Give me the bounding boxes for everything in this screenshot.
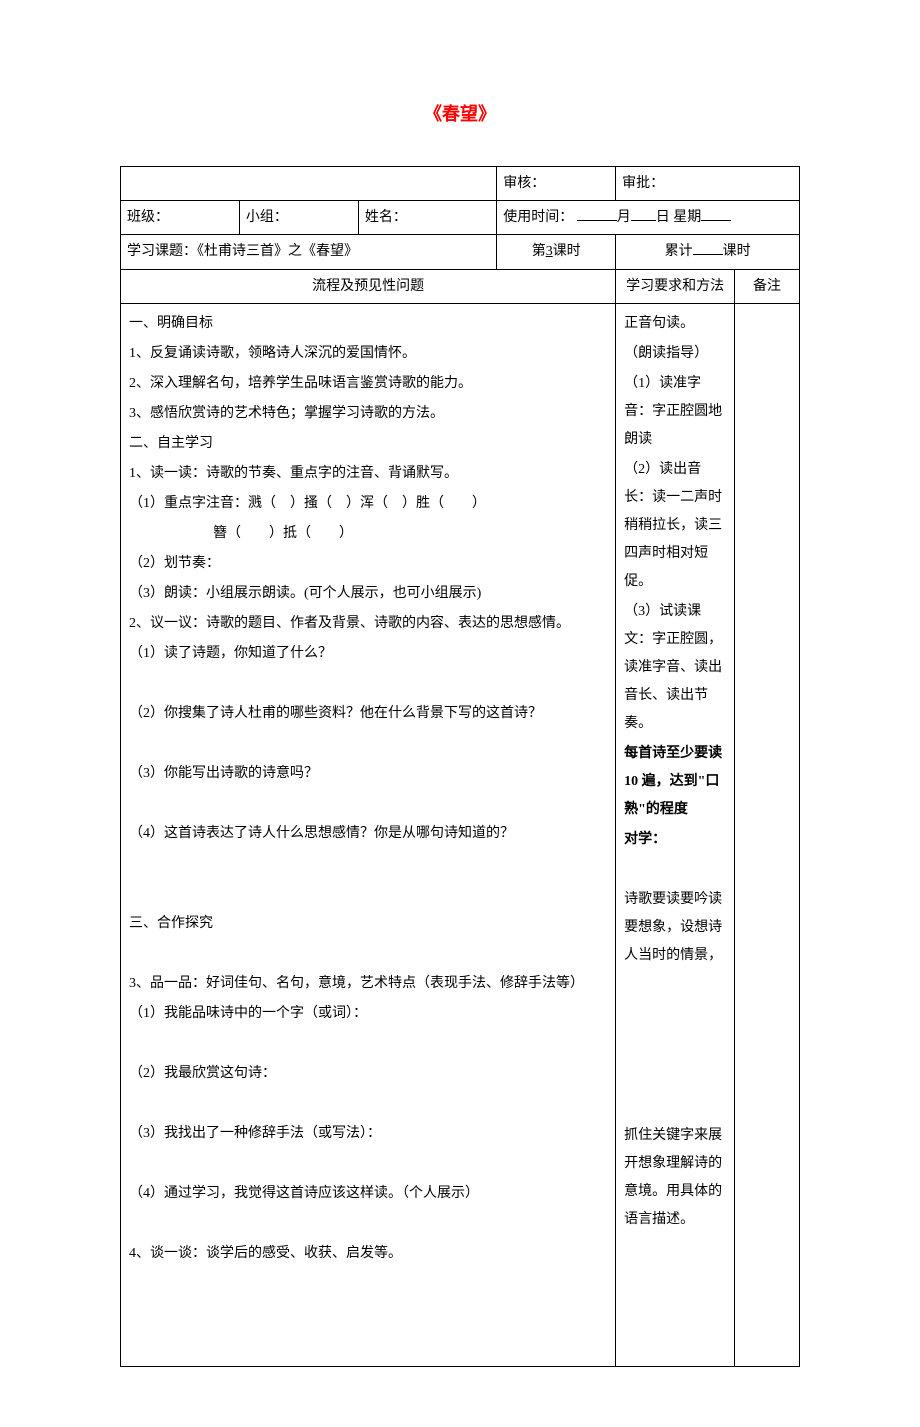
m5: （3）试读课文：字正腔圆，读准字音、读出音长、读出节奏。 (624, 598, 726, 738)
discuss-item: 2、议一议：诗歌的题目、作者及背景、诗歌的内容、表达的思想感情。 (129, 610, 607, 638)
lesson-prefix: 第 (532, 244, 546, 259)
m6-bold: 每首诗至少要读10 遍，达到"口熟"的程度 (624, 740, 726, 824)
q4: （4）这首诗表达了诗人什么思想感情？你是从哪句诗知道的？ (129, 820, 607, 848)
talk-item: 4、谈一谈：谈学后的感受、收获、启发等。 (129, 1240, 607, 1268)
review-cell: 审核： (497, 167, 616, 201)
weekday-blank[interactable] (701, 206, 731, 221)
class-cell: 班级： (121, 201, 240, 235)
day-blank[interactable] (631, 206, 656, 221)
process-header: 流程及预见性问题 (121, 269, 616, 303)
approve-cell: 审批： (616, 167, 800, 201)
course-cell: 学习课题：《杜甫诗三首》之《春望》 (121, 235, 497, 269)
goal-2: 2、深入理解名句，培养学生品味语言鉴赏诗歌的能力。 (129, 370, 607, 398)
process-content: 一、明确目标 1、反复诵读诗歌，领略诗人深沉的爱国情怀。 2、深入理解名句，培养… (121, 303, 616, 1366)
a4: （4）通过学习，我觉得这首诗应该这样读。（个人展示） (129, 1180, 607, 1208)
m4: （2）读出音长：读一二声时稍稍拉长，读三四声时相对短促。 (624, 456, 726, 596)
total-suffix: 课时 (723, 244, 751, 259)
name-cell: 姓名： (358, 201, 496, 235)
day-label: 日 (656, 210, 670, 225)
lesson-number: 3 (546, 244, 553, 259)
header-row-2: 班级： 小组： 姓名： 使用时间： 月 日 星期 (121, 201, 800, 235)
month-label: 月 (617, 210, 631, 225)
m1: 正音句读。 (624, 310, 726, 338)
m6b-bold: 对学： (624, 826, 726, 854)
m3: （1）读准字音：字正腔圆地朗读 (624, 370, 726, 454)
m8: 抓住关键字来展开想象理解诗的意境。用具体的语言描述。 (624, 1122, 726, 1234)
month-blank[interactable] (577, 206, 617, 221)
q1: （1）读了诗题，你知道了什么？ (129, 640, 607, 668)
method-content: 正音句读。 （朗读指导） （1）读准字音：字正腔圆地朗读 （2）读出音长：读一二… (616, 303, 735, 1366)
pinyin-line-1: （1）重点字注音：溅（ ）搔（ ）浑（ ）胜（ ） (129, 490, 607, 518)
header-row-3: 学习课题：《杜甫诗三首》之《春望》 第3课时 累计课时 (121, 235, 800, 269)
notes-content (735, 303, 800, 1366)
lesson-suffix: 课时 (553, 244, 581, 259)
q2: （2）你搜集了诗人杜甫的哪些资料？他在什么背景下写的这首诗？ (129, 700, 607, 728)
read-item: 1、读一读：诗歌的节奏、重点字的注音、背诵默写。 (129, 460, 607, 488)
use-time-cell: 使用时间： 月 日 星期 (497, 201, 800, 235)
pinyin-line-2: 簪（ ）抵（ ） (129, 520, 607, 548)
method-header: 学习要求和方法 (616, 269, 735, 303)
a2: （2）我最欣赏这句诗： (129, 1060, 607, 1088)
weekday-label: 星期 (673, 210, 701, 225)
m2: （朗读指导） (624, 340, 726, 368)
appreciate-item: 3、品一品：好词佳句、名句，意境，艺术特点（表现手法、修辞手法等） (129, 970, 607, 998)
a3: （3）我找出了一种修辞手法（或写法）： (129, 1120, 607, 1148)
total-prefix: 累计 (665, 244, 693, 259)
lesson-cell: 第3课时 (497, 235, 616, 269)
total-blank[interactable] (693, 240, 723, 255)
rhythm-item: （2）划节奏： (129, 550, 607, 578)
reading-item: （3）朗读：小组展示朗读。(可个人展示，也可小组展示) (129, 580, 607, 608)
header-row-1: 审核： 审批： (121, 167, 800, 201)
blank-cell (121, 167, 497, 201)
goal-1: 1、反复诵读诗歌，领略诗人深沉的爱国情怀。 (129, 340, 607, 368)
section-3-title: 三、合作探究 (129, 910, 607, 938)
group-cell: 小组： (239, 201, 358, 235)
total-cell: 累计 课时 (616, 235, 800, 269)
column-header-row: 流程及预见性问题 学习要求和方法 备注 (121, 269, 800, 303)
use-time-label: 使用时间： (503, 210, 573, 225)
q3: （3）你能写出诗歌的诗意吗？ (129, 760, 607, 788)
section-2-title: 二、自主学习 (129, 430, 607, 458)
goal-3: 3、感悟欣赏诗的艺术特色；掌握学习诗歌的方法。 (129, 400, 607, 428)
worksheet-page: 《春望》 审核： 审批： 班级： 小组： 姓名： 使用时间： 月 日 星期 (0, 0, 920, 1427)
m7: 诗歌要读要吟读要想象，设想诗人当时的情景， (624, 886, 726, 970)
body-row: 一、明确目标 1、反复诵读诗歌，领略诗人深沉的爱国情怀。 2、深入理解名句，培养… (121, 303, 800, 1366)
document-title: 《春望》 (120, 100, 800, 126)
notes-header: 备注 (735, 269, 800, 303)
section-1-title: 一、明确目标 (129, 310, 607, 338)
a1: （1）我能品味诗中的一个字（或词）： (129, 1000, 607, 1028)
worksheet-table: 审核： 审批： 班级： 小组： 姓名： 使用时间： 月 日 星期 学习课题：《杜甫… (120, 166, 800, 1367)
